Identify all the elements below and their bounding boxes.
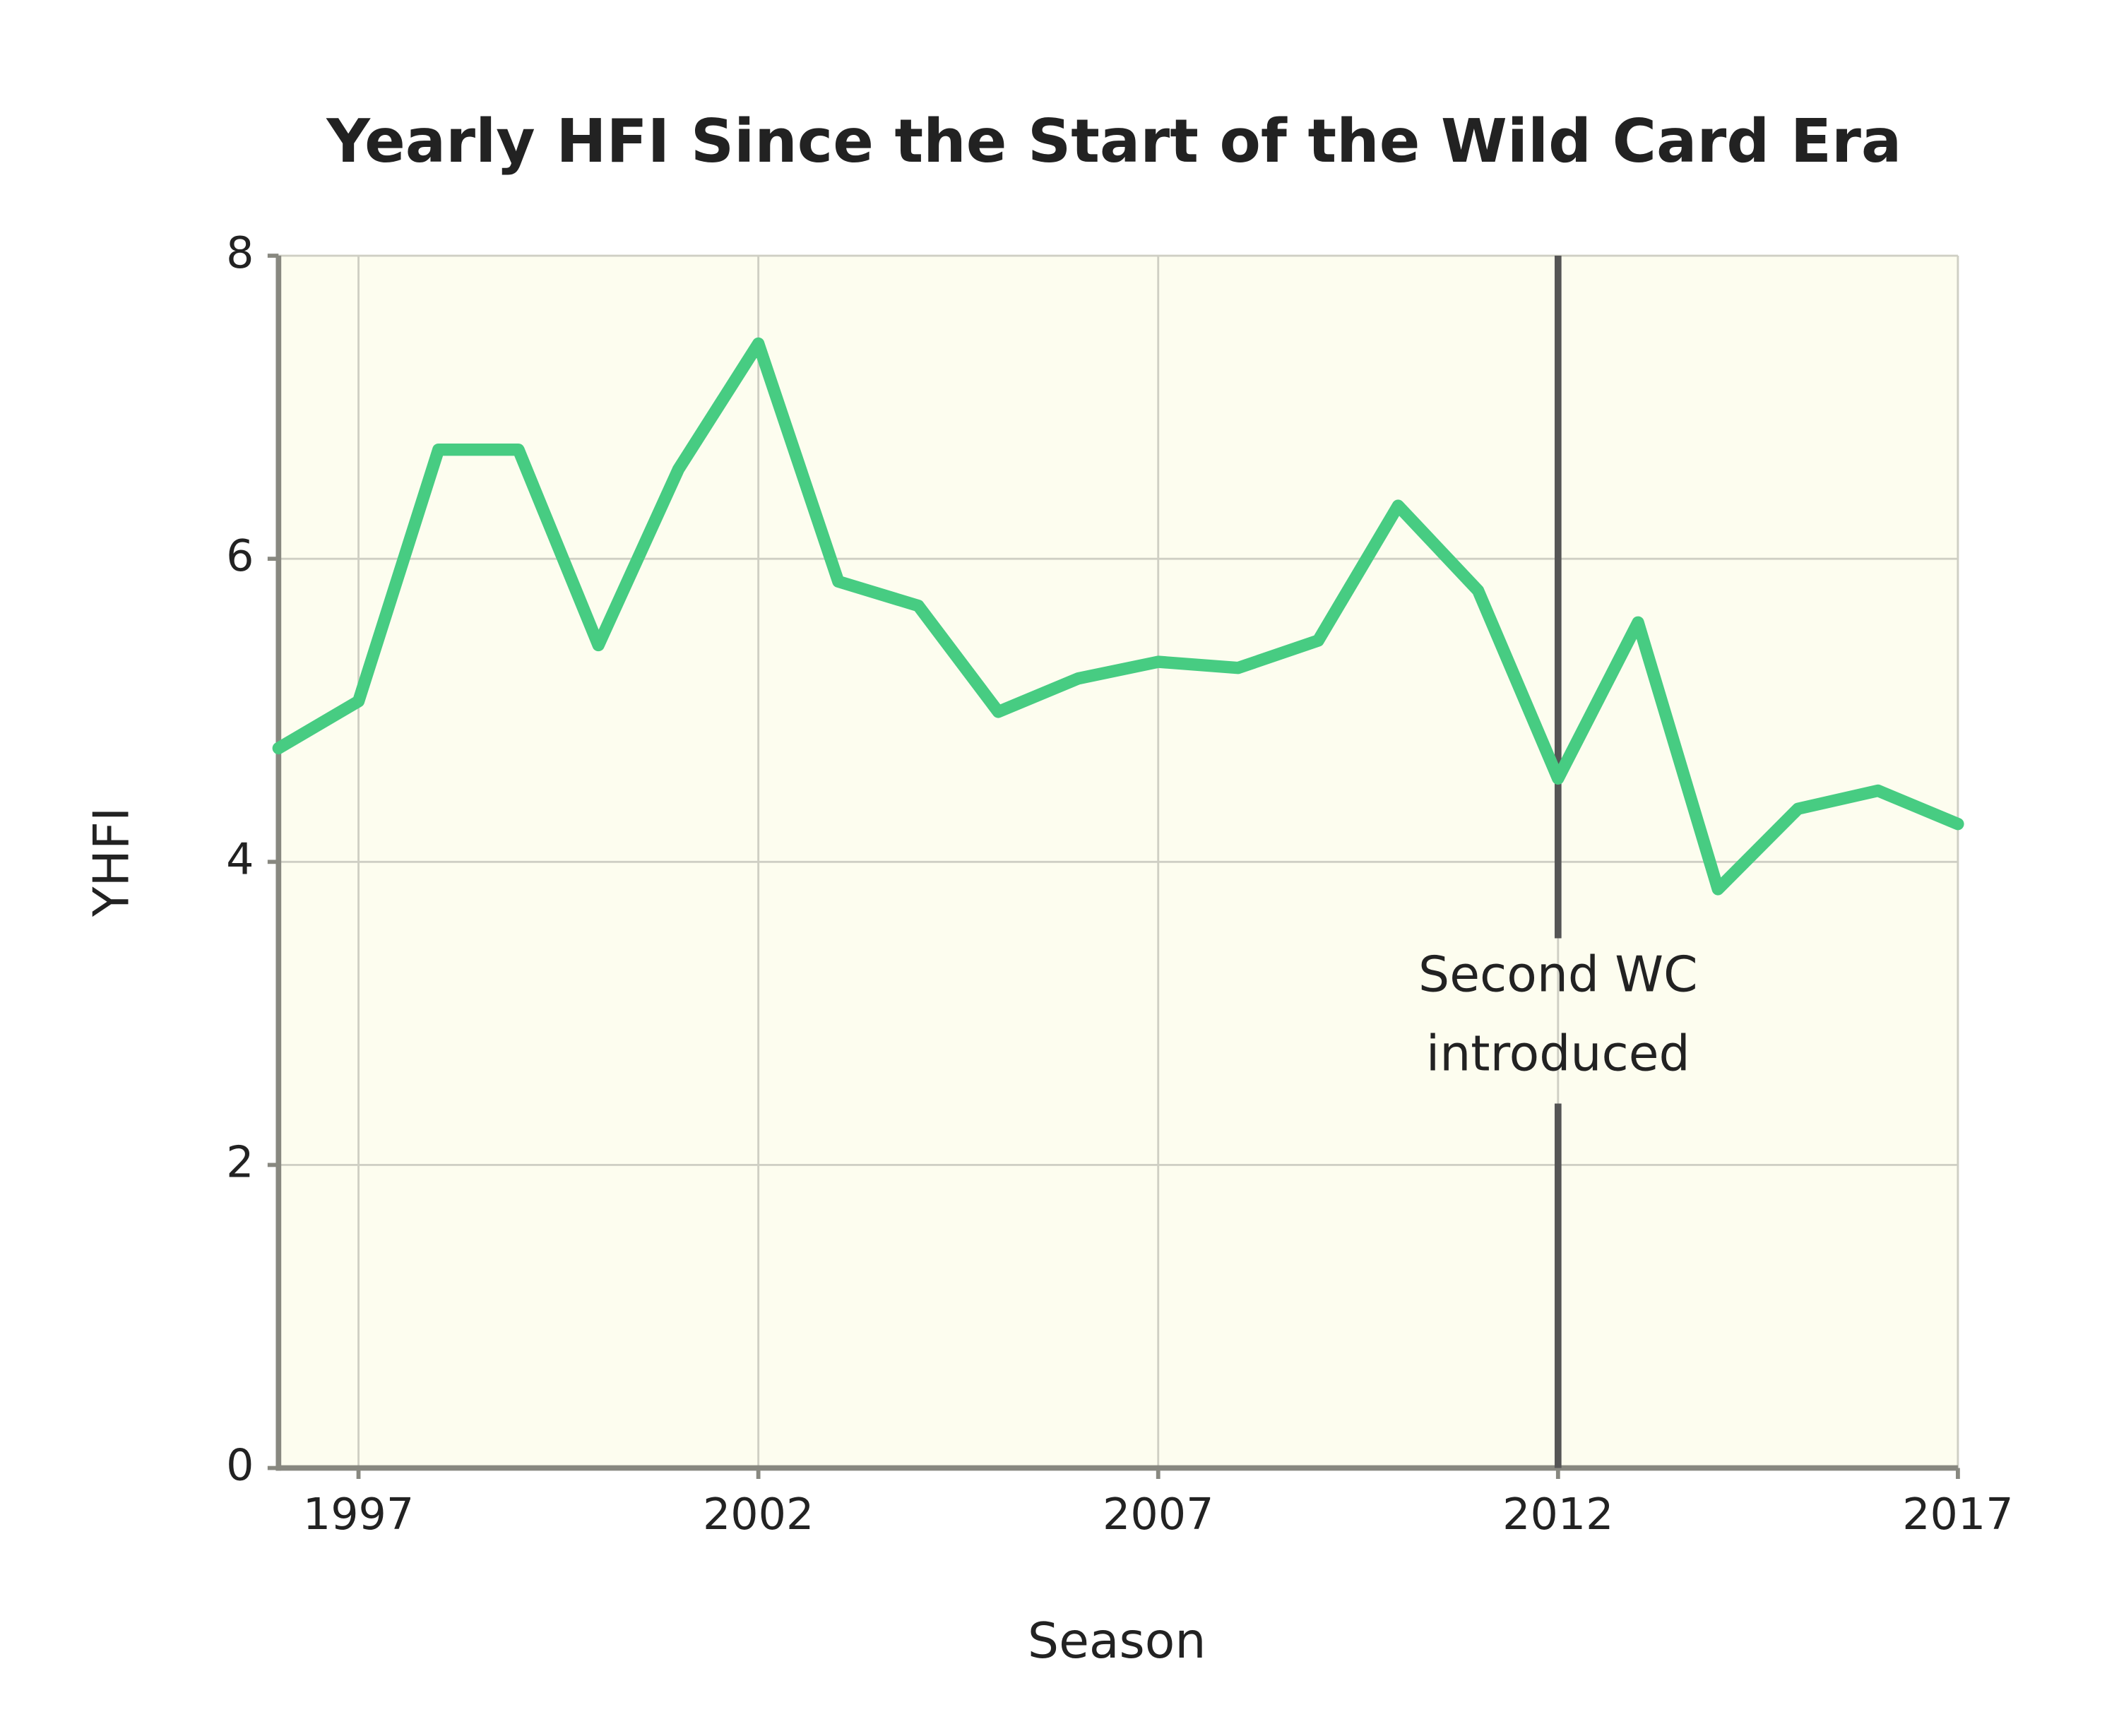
y-tick-label: 8 — [226, 227, 254, 278]
y-tick-label: 4 — [226, 833, 254, 884]
data-line — [272, 337, 1964, 896]
x-tick-label: 2002 — [703, 1489, 814, 1540]
x-tick-label: 2012 — [1502, 1489, 1613, 1540]
x-tick-label: 2007 — [1103, 1489, 1213, 1540]
x-tick-label: 2017 — [1902, 1489, 2013, 1540]
chart-title: Yearly HFI Since the Start of the Wild C… — [326, 107, 1901, 177]
y-tick-label: 0 — [226, 1440, 254, 1491]
y-axis-label: YHFI — [83, 807, 140, 917]
annotation-text: introduced — [1426, 1025, 1690, 1083]
x-tick-label: 1997 — [303, 1489, 414, 1540]
y-tick-label: 6 — [226, 530, 254, 581]
annotation-text: Second WC — [1418, 946, 1698, 1004]
x-axis-label: Season — [1028, 1612, 1206, 1670]
y-tick-label: 2 — [226, 1137, 254, 1188]
